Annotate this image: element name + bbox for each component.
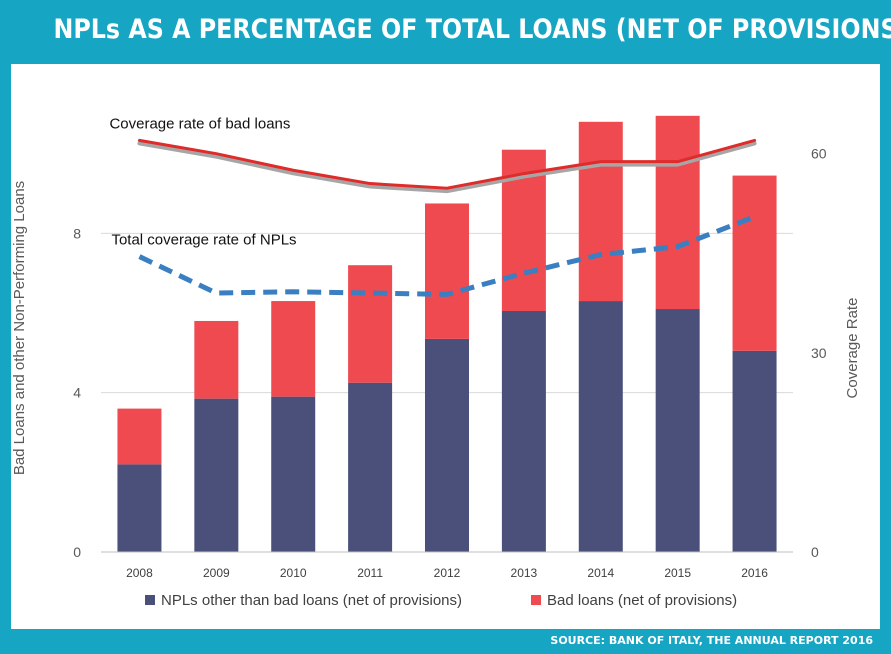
bar-npl-other (732, 350, 777, 552)
bar-npl-other (348, 382, 393, 552)
y2-tick-label: 60 (811, 146, 827, 162)
bar-npl-other (501, 311, 546, 552)
chart: 0 4 8 0 30 60 2008 2009 2010 2011 2012 2013 2014 2015… (11, 115, 861, 609)
bar-npl-other (578, 301, 623, 552)
bar-bad-loans (117, 408, 162, 465)
x-tick-label: 2016 (741, 566, 768, 580)
bar-bad-loans (655, 115, 700, 310)
bar-npl-other (271, 396, 316, 552)
bar-bad-loans (732, 175, 777, 351)
y2-axis-title: Coverage Rate (844, 298, 861, 399)
bar-bad-loans (425, 203, 469, 339)
coverage-total-line (138, 214, 756, 297)
coverage-bad-line (137, 138, 757, 190)
x-tick-label: 2012 (434, 566, 461, 580)
y-tick-label: 0 (73, 544, 81, 560)
y2-tick-label: 30 (811, 345, 827, 361)
bar-npl-other (425, 338, 469, 552)
source-note: SOURCE: BANK OF ITALY, THE ANNUAL REPORT… (550, 634, 873, 647)
coverage-total-annotation: Total coverage rate of NPLs (111, 232, 296, 249)
bar-bad-loans (271, 301, 316, 397)
x-tick-label: 2008 (126, 566, 153, 580)
chart-panel: 0 4 8 0 30 60 2008 2009 2010 2011 2012 2013 2014 2015… (11, 64, 880, 629)
x-tick-label: 2015 (664, 566, 691, 580)
bar-npl-other (655, 309, 700, 552)
coverage-bad-annotation: Coverage rate of bad loans (109, 115, 290, 132)
x-tick-label: 2010 (280, 566, 307, 580)
y2-tick-label: 0 (811, 544, 819, 560)
bar-bad-loans (348, 265, 393, 383)
bar-bad-loans (194, 320, 239, 399)
x-tick-label: 2009 (203, 566, 230, 580)
page-title: NPLs AS A PERCENTAGE OF TOTAL LOANS (NET… (53, 14, 891, 45)
x-tick-label: 2013 (511, 566, 538, 580)
coverage-bad-shadow (137, 141, 757, 194)
legend-label-bad-loans: Bad loans (net of provisions) (547, 592, 737, 609)
x-tick-label: 2014 (587, 566, 614, 580)
y-tick-label: 8 (73, 225, 81, 241)
bar-bad-loans (578, 121, 623, 302)
bar-npl-other (194, 398, 239, 552)
legend-label-npl-other: NPLs other than bad loans (net of provis… (161, 592, 462, 609)
bar-npl-other (117, 464, 162, 552)
y-axis-title: Bad Loans and other Non-Performing Loans (11, 181, 28, 475)
legend-swatch-npl-other (145, 595, 155, 605)
legend-swatch-bad-loans (531, 595, 541, 605)
x-tick-label: 2011 (357, 566, 383, 580)
y-tick-label: 4 (73, 385, 81, 401)
